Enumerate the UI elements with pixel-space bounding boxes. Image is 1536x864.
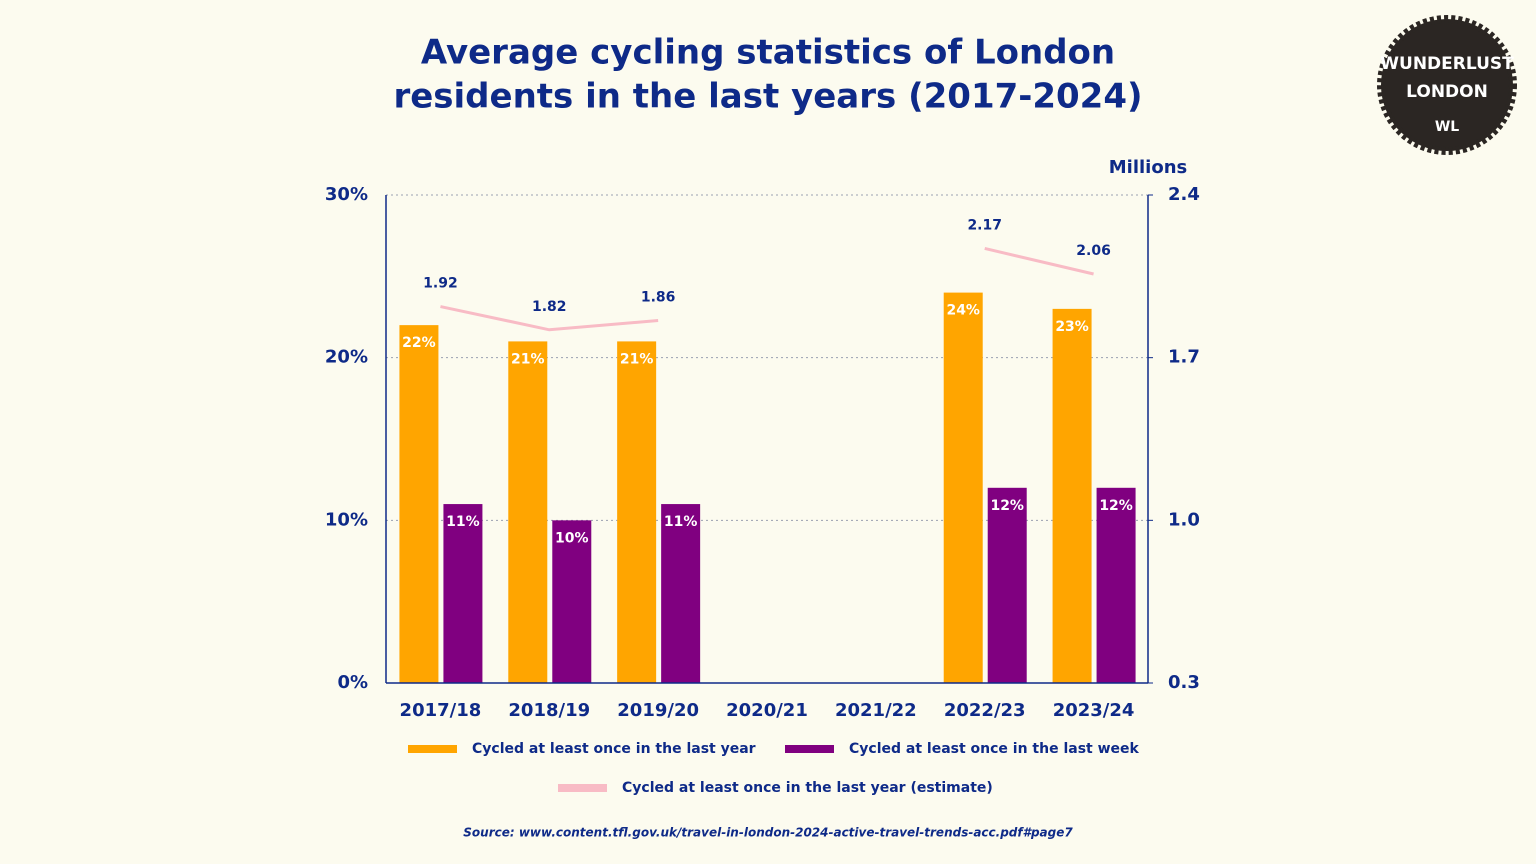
logo-text: WL	[1435, 119, 1459, 135]
logo-text: LONDON	[1406, 82, 1488, 102]
data-label: 11%	[664, 514, 698, 530]
logo-badge	[1377, 15, 1517, 155]
data-label: 24%	[946, 303, 980, 319]
y2-tick-label: 1.0	[1168, 509, 1200, 530]
bar	[1052, 308, 1092, 683]
y-tick-label: 10%	[325, 509, 368, 530]
y2-tick-label: 1.7	[1168, 347, 1200, 368]
bar	[443, 504, 483, 683]
y-tick-label: 30%	[325, 184, 368, 205]
bar	[617, 341, 657, 683]
data-label: 2.17	[967, 217, 1002, 233]
chart-title: Average cycling statistics of London	[421, 33, 1115, 73]
bar	[1096, 487, 1136, 683]
bar	[661, 504, 701, 683]
bar	[943, 292, 983, 683]
x-tick-label: 2019/20	[617, 700, 699, 721]
x-tick-label: 2023/24	[1053, 700, 1135, 721]
source: Source: www.content.tfl.gov.uk/travel-in…	[463, 826, 1073, 840]
x-tick-label: 2022/23	[944, 700, 1026, 721]
x-tick-label: 2018/19	[508, 700, 590, 721]
x-tick-label: 2017/18	[400, 700, 482, 721]
bar	[399, 325, 439, 683]
data-label: 11%	[446, 514, 480, 530]
data-label: 1.86	[641, 289, 676, 305]
data-label: 23%	[1055, 319, 1089, 335]
y-tick-label: 0%	[337, 672, 368, 693]
legend-swatch	[558, 784, 607, 792]
y2-axis-label: Millions	[1109, 157, 1188, 178]
y2-tick-label: 0.3	[1168, 672, 1200, 693]
bar	[987, 487, 1027, 683]
line	[440, 246, 1094, 332]
logo-text: WUNDERLUST	[1380, 54, 1514, 74]
x-tick-label: 2020/21	[726, 700, 808, 721]
legend-swatch	[785, 745, 834, 753]
logo: WUNDERLUST LONDON WL	[1377, 15, 1517, 155]
y-tick-label: 20%	[325, 347, 368, 368]
data-label: 21%	[620, 351, 654, 367]
legend-label: Cycled at least once in the last week	[849, 741, 1140, 757]
data-label: 2.06	[1076, 243, 1111, 259]
data-label: 21%	[511, 351, 545, 367]
y2-tick-label: 2.4	[1168, 184, 1200, 205]
legend-label: Cycled at least once in the last year	[472, 741, 756, 757]
legend-label: Cycled at least once in the last year (e…	[622, 780, 993, 796]
data-label: 22%	[402, 335, 436, 351]
data-label: 12%	[990, 498, 1024, 514]
data-label: 1.92	[423, 276, 458, 292]
data-label: 1.82	[532, 299, 567, 315]
bar	[552, 520, 592, 683]
chart-title: residents in the last years (2017-2024)	[393, 77, 1142, 117]
bar	[508, 341, 548, 683]
x-tick-label: 2021/22	[835, 700, 917, 721]
legend-swatch	[408, 745, 457, 753]
data-label: 10%	[555, 530, 589, 546]
data-label: 12%	[1099, 498, 1133, 514]
